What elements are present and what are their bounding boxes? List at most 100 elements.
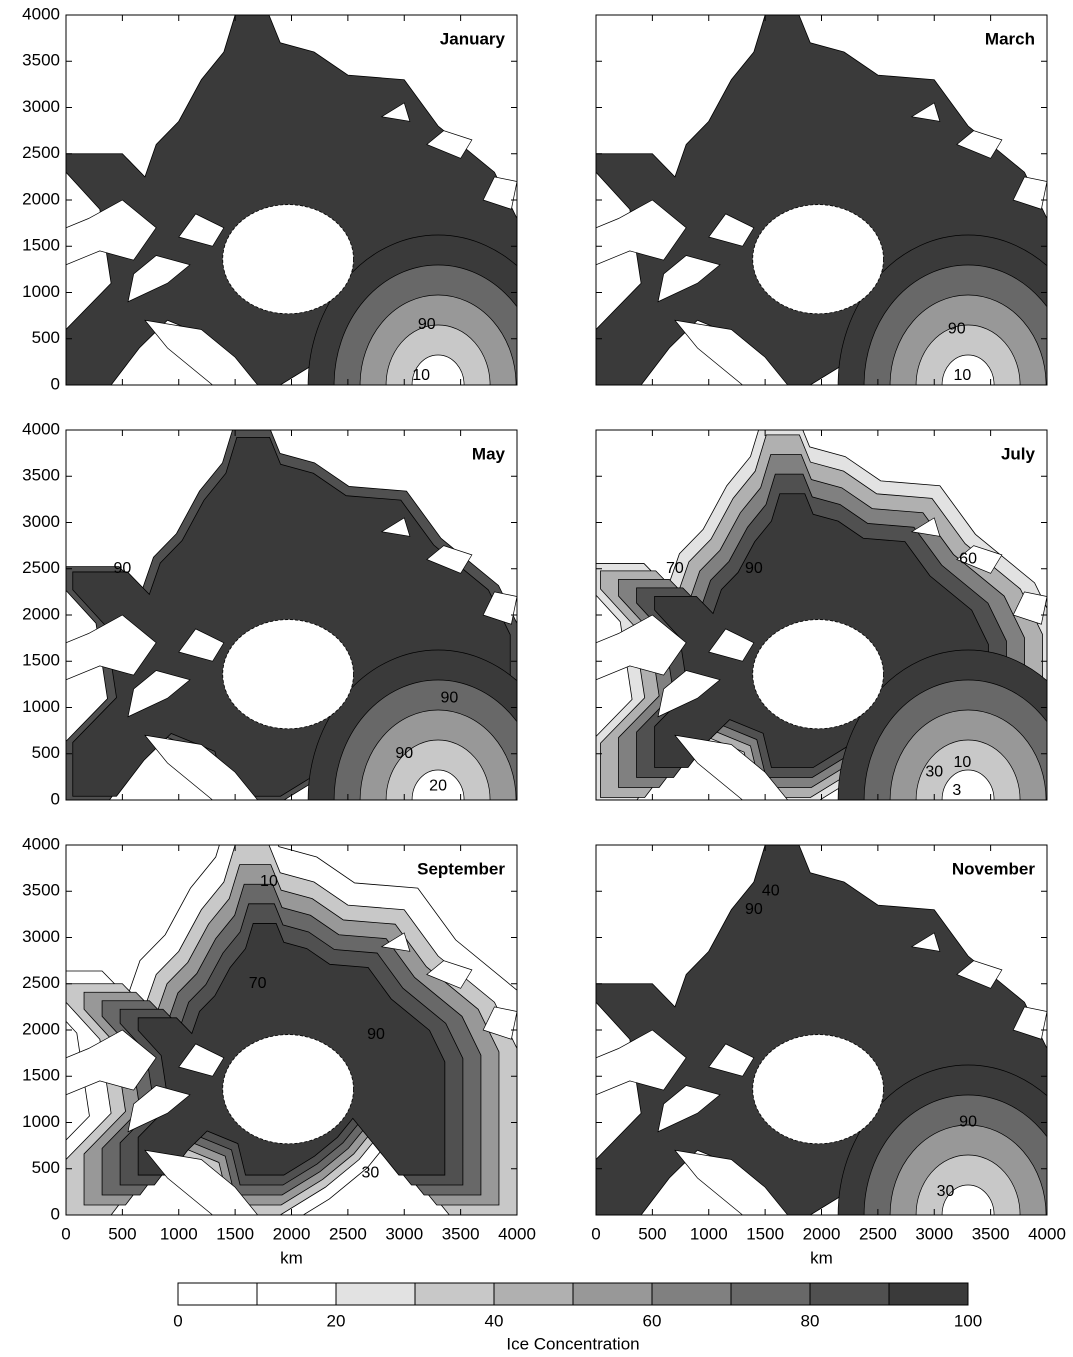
x-tick-label: 1000 — [160, 1224, 198, 1243]
y-tick-label: 2500 — [22, 558, 60, 577]
contour-label: 90 — [959, 1114, 977, 1131]
y-tick-label: 500 — [32, 1158, 60, 1177]
x-tick-label: 1500 — [216, 1224, 254, 1243]
y-tick-label: 3500 — [22, 51, 60, 70]
colorbar-swatch — [494, 1283, 573, 1305]
colorbar-swatch — [810, 1283, 889, 1305]
contour-label: 90 — [113, 560, 131, 577]
colorbar-tick-label: 0 — [173, 1311, 182, 1330]
colorbar-swatch — [178, 1283, 257, 1305]
y-tick-label: 2500 — [22, 973, 60, 992]
colorbar: 0 20 40 60 80 100 Ice Concentration — [173, 1283, 982, 1353]
y-tick-label: 0 — [51, 374, 60, 393]
panel: 0 500 1000 1500 2000 2500 3000 3500 4000 November… — [591, 845, 1073, 1357]
contour-label: 20 — [429, 777, 447, 794]
pole-hole — [753, 205, 884, 314]
contour-label: 90 — [367, 1026, 385, 1043]
contour-label: 60 — [959, 551, 977, 568]
contour-label: 90 — [745, 901, 763, 918]
y-tick-label: 4000 — [22, 4, 60, 23]
y-tick-label: 1500 — [22, 651, 60, 670]
x-tick-label: 1500 — [746, 1224, 784, 1243]
contour-label: 90 — [395, 745, 413, 762]
y-tick-label: 1000 — [22, 282, 60, 301]
y-tick-label: 2500 — [22, 143, 60, 162]
x-tick-label: 4000 — [498, 1224, 536, 1243]
x-tick-label: 2000 — [803, 1224, 841, 1243]
y-tick-label: 1500 — [22, 236, 60, 255]
colorbar-swatch — [415, 1283, 494, 1305]
contour-label: 90 — [418, 316, 436, 333]
contour-label: 10 — [260, 873, 278, 890]
y-tick-label: 1500 — [22, 1066, 60, 1085]
panel-title: July — [1001, 444, 1036, 463]
panel-title: March — [985, 29, 1035, 48]
x-tick-label: 500 — [638, 1224, 666, 1243]
contour-label: 30 — [925, 763, 943, 780]
y-tick-label: 1000 — [22, 1112, 60, 1131]
contour-label: 10 — [954, 754, 972, 771]
contour-label: 70 — [666, 560, 684, 577]
colorbar-swatch — [731, 1283, 810, 1305]
contour-label: 3 — [952, 782, 961, 799]
pole-hole — [223, 205, 354, 314]
y-tick-label: 2000 — [22, 1019, 60, 1038]
x-tick-label: 1000 — [690, 1224, 728, 1243]
y-tick-label: 3000 — [22, 512, 60, 531]
x-tick-label: 2000 — [273, 1224, 311, 1243]
colorbar-tick-label: 80 — [801, 1311, 820, 1330]
panel-title: May — [472, 444, 506, 463]
colorbar-tick-label: 40 — [485, 1311, 504, 1330]
y-tick-label: 3000 — [22, 97, 60, 116]
colorbar-swatch — [889, 1283, 968, 1305]
y-tick-label: 500 — [32, 743, 60, 762]
contour-label: 30 — [362, 1165, 380, 1182]
contour-label: 10 — [954, 367, 972, 384]
contour-label: 90 — [745, 560, 763, 577]
x-tick-label: 3000 — [385, 1224, 423, 1243]
pole-hole — [753, 620, 884, 729]
x-tick-label: 2500 — [859, 1224, 897, 1243]
colorbar-label: Ice Concentration — [506, 1334, 639, 1353]
y-tick-label: 4000 — [22, 834, 60, 853]
x-tick-label: 500 — [108, 1224, 136, 1243]
y-tick-label: 3000 — [22, 927, 60, 946]
x-axis-label: km — [280, 1248, 303, 1267]
x-tick-label: 4000 — [1028, 1224, 1066, 1243]
pole-hole — [753, 1035, 884, 1144]
ice-field — [596, 845, 1073, 1357]
x-tick-label: 0 — [61, 1224, 70, 1243]
colorbar-swatch — [573, 1283, 652, 1305]
colorbar-tick-label: 60 — [643, 1311, 662, 1330]
y-tick-label: 4000 — [22, 419, 60, 438]
contour-label: 90 — [440, 689, 458, 706]
x-tick-label: 3500 — [442, 1224, 480, 1243]
figure: 05001000150020002500300035004000January9… — [0, 0, 1073, 1357]
panel-title: September — [417, 859, 505, 878]
panel-title: January — [440, 29, 506, 48]
pole-hole — [223, 1035, 354, 1144]
colorbar-tick-label: 20 — [327, 1311, 346, 1330]
contour-label: 40 — [762, 882, 780, 899]
contour-label: 30 — [937, 1183, 955, 1200]
colorbar-swatch — [652, 1283, 731, 1305]
y-tick-label: 500 — [32, 328, 60, 347]
x-tick-label: 3500 — [972, 1224, 1010, 1243]
panel: 0 500 1000 1500 2000 2500 3000 3500 4000 0 500 1000… — [22, 816, 544, 1268]
y-tick-label: 3500 — [22, 881, 60, 900]
y-tick-label: 3500 — [22, 466, 60, 485]
y-tick-label: 0 — [51, 789, 60, 808]
y-tick-label: 2000 — [22, 604, 60, 623]
contour-label: 70 — [249, 975, 267, 992]
colorbar-tick-label: 100 — [954, 1311, 982, 1330]
x-tick-label: 0 — [591, 1224, 600, 1243]
x-tick-label: 3000 — [915, 1224, 953, 1243]
y-tick-label: 2000 — [22, 189, 60, 208]
y-tick-label: 0 — [51, 1204, 60, 1223]
panel-title: November — [952, 859, 1036, 878]
contour-label: 90 — [948, 321, 966, 338]
colorbar-swatch — [336, 1283, 415, 1305]
x-tick-label: 2500 — [329, 1224, 367, 1243]
x-axis-label: km — [810, 1248, 833, 1267]
pole-hole — [223, 620, 354, 729]
